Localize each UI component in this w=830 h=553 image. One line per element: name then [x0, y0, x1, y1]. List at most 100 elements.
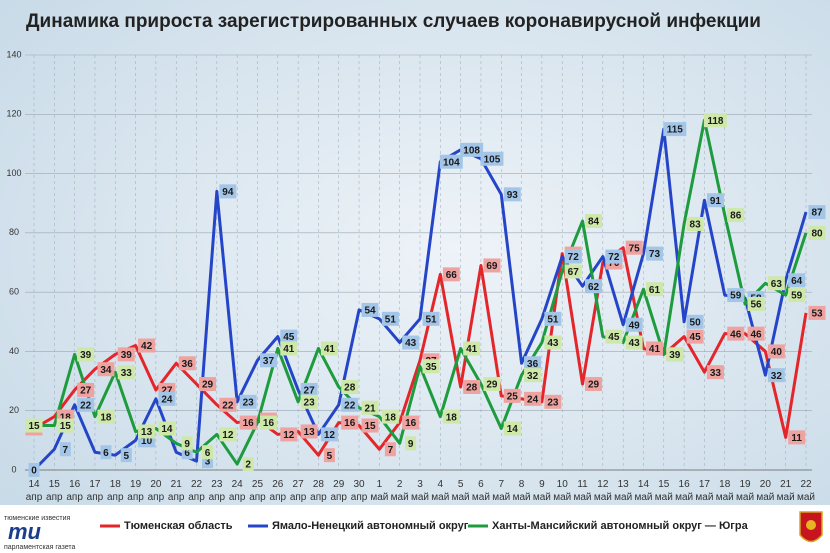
data-label-box — [361, 400, 379, 415]
data-label: 15 — [28, 421, 40, 432]
data-label: 12 — [324, 430, 336, 441]
data-label-box — [442, 267, 460, 282]
x-tick-label: 4 май — [431, 479, 449, 503]
data-label-box — [666, 347, 684, 362]
data-label-box — [422, 359, 440, 374]
data-label: 25 — [507, 392, 519, 403]
data-label: 7 — [388, 445, 394, 456]
data-label: 0 — [31, 466, 37, 477]
data-label-box — [25, 418, 43, 433]
data-label: 6 — [103, 448, 109, 459]
data-label-box — [747, 297, 765, 311]
data-label-box — [727, 288, 745, 303]
data-label-box — [402, 415, 420, 430]
data-label-box — [524, 391, 542, 406]
y-tick-label: 40 — [9, 346, 19, 356]
data-label-box — [480, 151, 504, 166]
data-label: 63 — [771, 279, 783, 290]
logo-text: парламентская газета — [4, 544, 75, 551]
x-tick-label: 27 апр — [290, 479, 307, 503]
data-label: 11 — [791, 433, 802, 444]
data-label-box — [219, 184, 237, 199]
data-label: 83 — [690, 220, 702, 231]
data-label: 15 — [60, 421, 72, 432]
legend-background — [0, 505, 830, 553]
data-label: 45 — [608, 332, 620, 343]
data-label-box — [28, 463, 40, 477]
data-label-box — [564, 249, 582, 264]
data-label-box — [524, 368, 542, 383]
y-tick-label: 60 — [9, 287, 19, 297]
x-tick-label: 21 апр — [168, 479, 185, 503]
x-tick-label: 14 май — [634, 479, 652, 503]
data-label: 16 — [263, 418, 275, 429]
data-label: 64 — [791, 276, 803, 287]
data-label: 46 — [750, 329, 762, 340]
data-label-box — [706, 365, 724, 380]
x-tick-label: 14 апр — [26, 479, 43, 503]
data-label-box — [544, 311, 562, 326]
data-label-box — [585, 377, 603, 392]
data-label: 41 — [649, 344, 661, 355]
data-label-box — [59, 442, 71, 457]
x-tick-label: 12 май — [594, 479, 612, 503]
data-label-box — [524, 356, 542, 371]
data-label-box — [463, 341, 481, 356]
legend-label: Ханты-Мансийский автономный округ — Югра — [492, 520, 749, 532]
data-label-box — [625, 335, 643, 350]
data-label: 43 — [629, 338, 641, 349]
data-label-box — [300, 382, 318, 397]
logo-mark: mu — [8, 519, 42, 544]
data-label: 43 — [547, 338, 559, 349]
data-label: 14 — [507, 424, 519, 435]
data-label-box — [788, 288, 806, 303]
data-label-box — [384, 442, 396, 457]
data-label-box — [503, 421, 521, 436]
data-label-box — [808, 305, 826, 320]
data-label: 23 — [547, 397, 559, 408]
x-tick-label: 19 апр — [127, 479, 144, 503]
x-tick-label: 23 апр — [209, 479, 226, 503]
data-label-box — [727, 326, 745, 341]
data-label-box — [178, 356, 196, 371]
data-label: 39 — [669, 350, 681, 361]
data-label-box — [405, 436, 417, 451]
data-label-box — [97, 362, 115, 377]
data-label-box — [239, 394, 257, 409]
data-label-box — [503, 187, 521, 202]
data-label-box — [663, 122, 687, 137]
data-label: 18 — [385, 412, 397, 423]
data-label: 118 — [707, 116, 724, 127]
data-label: 93 — [507, 190, 519, 201]
data-label-box — [202, 445, 214, 460]
x-tick-label: 3 май — [411, 479, 429, 503]
x-tick-label: 19 май — [736, 479, 754, 503]
data-label: 33 — [710, 368, 722, 379]
data-label-box — [605, 329, 623, 344]
data-label: 7 — [63, 445, 69, 456]
data-label: 13 — [304, 427, 316, 438]
data-label: 39 — [121, 350, 133, 361]
data-label: 23 — [304, 397, 316, 408]
data-label: 41 — [324, 344, 336, 355]
data-label-box — [767, 344, 785, 359]
x-tick-label: 15 май — [655, 479, 673, 503]
data-label: 62 — [588, 282, 600, 293]
x-tick-label: 30 апр — [351, 479, 368, 503]
data-label: 27 — [161, 386, 173, 397]
data-label: 16 — [344, 418, 356, 429]
data-label: 53 — [811, 309, 823, 320]
data-label-box — [280, 427, 298, 442]
data-label: 51 — [547, 314, 559, 325]
logo-text: тюменские известия — [4, 515, 71, 522]
data-label: 23 — [243, 397, 255, 408]
data-label: 32 — [771, 371, 783, 382]
emblem — [799, 511, 823, 543]
data-label: 36 — [527, 359, 539, 370]
data-label-box — [320, 341, 338, 356]
data-label: 18 — [446, 412, 458, 423]
data-label-box — [202, 454, 214, 469]
data-label-box — [242, 457, 254, 472]
data-label-box — [503, 388, 521, 403]
data-label: 18 — [100, 412, 112, 423]
